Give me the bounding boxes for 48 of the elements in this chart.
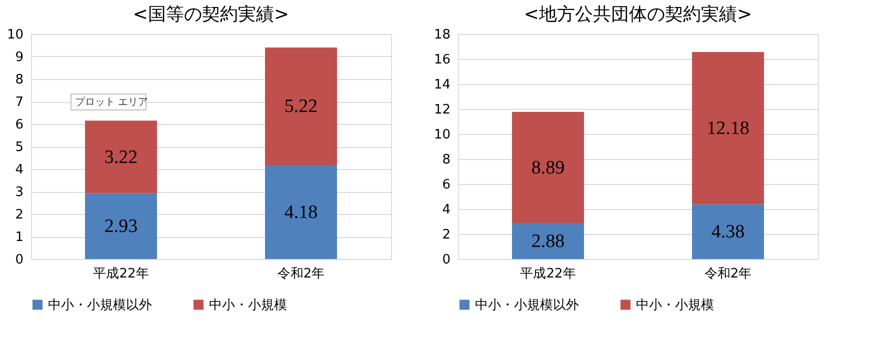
bar <box>512 112 584 223</box>
x-tick-label: 令和2年 <box>277 266 325 282</box>
y-tick-label: 0 <box>15 252 24 268</box>
x-tick-label: 平成22年 <box>520 266 576 282</box>
y-tick-label: 6 <box>15 118 24 132</box>
bar <box>692 52 764 204</box>
y-tick-label: 14 <box>434 78 450 92</box>
data-label: 2.88 <box>531 231 565 252</box>
y-tick-label: 10 <box>6 28 24 42</box>
bar <box>512 223 584 259</box>
chart-title: <国等の契約実績> <box>132 4 290 25</box>
y-tick-label: 18 <box>434 28 450 42</box>
y-tick-label: 0 <box>442 252 450 268</box>
bar <box>265 164 337 259</box>
bar <box>692 204 764 259</box>
y-tick-label: 12 <box>434 102 450 118</box>
y-tick-label: 9 <box>15 50 24 65</box>
x-tick-label: 令和2年 <box>704 266 752 282</box>
legend-label: 中小・小規模以外 <box>48 298 152 313</box>
data-label: 12.18 <box>706 118 750 140</box>
data-label: 2.93 <box>104 216 138 238</box>
y-tick-label: 3 <box>15 185 24 200</box>
y-tick-label: 2 <box>442 228 450 242</box>
y-tick-label: 6 <box>442 178 450 192</box>
y-tick-label: 4 <box>442 202 450 218</box>
data-label: 4.38 <box>711 222 745 243</box>
y-tick-label: 4 <box>15 162 24 178</box>
legend-label: 中小・小規模 <box>209 298 287 313</box>
annotation: プロット エリア <box>75 96 148 108</box>
y-tick-label: 5 <box>15 140 24 155</box>
chart-title: <地方公共団体の契約実績> <box>524 4 752 25</box>
y-tick-label: 8 <box>15 72 24 88</box>
bar <box>85 120 157 194</box>
legend-label: 中小・小規模 <box>636 298 714 313</box>
legend-label: 中小・小規模以外 <box>475 298 579 313</box>
data-label: 5.22 <box>284 96 318 118</box>
bar <box>265 48 337 165</box>
x-tick-label: 平成22年 <box>93 266 149 282</box>
data-label: 3.22 <box>104 146 138 168</box>
y-tick-label: 2 <box>15 208 24 222</box>
data-label: 4.18 <box>284 202 318 223</box>
y-tick-label: 8 <box>442 152 450 168</box>
data-label: 8.89 <box>531 157 565 178</box>
y-tick-label: 7 <box>15 95 24 110</box>
y-tick-label: 10 <box>434 128 450 142</box>
y-tick-label: 16 <box>434 52 450 68</box>
bar <box>85 193 157 259</box>
y-tick-label: 1 <box>15 230 24 245</box>
